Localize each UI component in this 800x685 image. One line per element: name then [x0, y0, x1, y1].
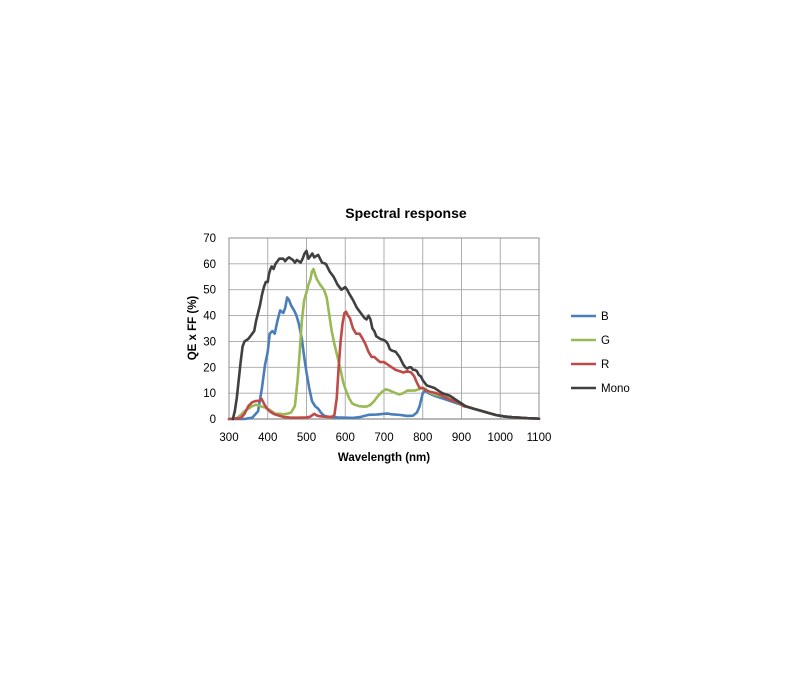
x-tick-label: 700 [374, 432, 393, 444]
x-tick-label: 900 [452, 432, 471, 444]
legend: BGR Mono [571, 311, 630, 395]
y-tick-label: 40 [203, 311, 216, 323]
y-tick-label: 70 [203, 233, 216, 245]
x-tick-label: 800 [413, 432, 432, 444]
series-line-mono [231, 249, 541, 421]
y-tick-label: 0 [210, 414, 216, 426]
legend-label-mono: Mono [601, 383, 630, 395]
x-tick-label: 600 [336, 432, 355, 444]
legend-label-r: R [601, 359, 609, 371]
legend-label-g: G [601, 335, 610, 347]
legend-label-b: B [601, 311, 609, 323]
x-tick-label: 1100 [527, 432, 552, 444]
y-tick-label: 20 [203, 362, 216, 374]
y-axis-title: QE x FF (%) [187, 296, 199, 361]
x-tick-label: 300 [219, 432, 238, 444]
y-tick-label: 60 [203, 259, 216, 271]
x-tick-label: 500 [297, 432, 316, 444]
x-axis-title: Wavelength (nm) [338, 452, 430, 464]
y-tick-label: 50 [203, 285, 216, 297]
series-lines [227, 249, 541, 421]
y-tick-label: 30 [203, 336, 216, 348]
x-tick-label: 1000 [487, 432, 513, 444]
x-tick-label: 400 [258, 432, 277, 444]
chart-title: Spectral response [345, 205, 467, 221]
series-line-r [227, 310, 541, 421]
axes: 0 10 20 30 40 50 60 70 300 400 500 600 700 800 900 1000… [203, 233, 551, 444]
y-tick-label: 10 [203, 388, 216, 400]
